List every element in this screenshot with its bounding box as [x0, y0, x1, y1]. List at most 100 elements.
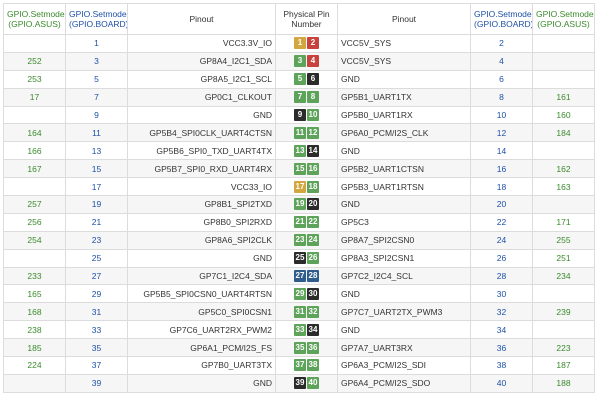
- cell-asus-right: 251: [532, 248, 595, 268]
- table-row: 238 33 GP7C6_UART2RX_PWM2 33 34 GND 34: [3, 320, 595, 340]
- cell-board-right: 2: [470, 34, 533, 53]
- cell-physical-pins: 19 20: [275, 195, 338, 214]
- table-row: 253 5 GP8A5_I2C1_SCL 5 6 GND 6: [3, 69, 595, 89]
- cell-board-right: 16: [470, 159, 533, 179]
- cell-asus-right: 161: [532, 87, 595, 107]
- cell-pinout-right: GND: [337, 69, 471, 89]
- cell-board-left: 5: [65, 69, 128, 89]
- table-row: 9 GND 9 10 GP5B0_UART1RX 10 160: [3, 105, 595, 125]
- cell-board-right: 24: [470, 230, 533, 250]
- physical-pin-badge: 4: [307, 55, 319, 68]
- physical-pin-badge: 29: [294, 287, 306, 300]
- cell-asus-left: 17: [3, 87, 66, 107]
- cell-pinout-left: GP7B0_UART3TX: [127, 356, 276, 375]
- cell-asus-left: 257: [3, 195, 66, 214]
- cell-board-right: 4: [470, 51, 533, 71]
- table-row: 25 GND 25 26 GP8A3_SPI2CSN1 26 251: [3, 248, 595, 268]
- cell-board-right: 40: [470, 373, 533, 393]
- table-row: 165 29 GP5B5_SPI0CSN0_UART4RTSN 29 30 GND 30: [3, 284, 595, 304]
- cell-asus-right: 162: [532, 159, 595, 179]
- cell-physical-pins: 31 32: [275, 302, 338, 322]
- cell-board-left: 3: [65, 51, 128, 71]
- cell-board-left: 19: [65, 195, 128, 214]
- physical-pin-badge: 26: [307, 252, 319, 265]
- physical-pin-badge: 33: [294, 323, 306, 336]
- cell-pinout-left: GP8B1_SPI2TXD: [127, 195, 276, 214]
- cell-board-right: 22: [470, 212, 533, 232]
- cell-pinout-right: GP6A0_PCM/I2S_CLK: [337, 123, 471, 143]
- cell-pinout-right: GND: [337, 320, 471, 340]
- header-board-left: GPIO.Setmode (GPIO.BOARD): [65, 3, 128, 35]
- physical-pin-badge: 11: [294, 126, 306, 139]
- cell-pinout-right: GP5B3_UART1RTSN: [337, 177, 471, 197]
- cell-asus-left: 238: [3, 320, 66, 340]
- cell-physical-pins: 15 16: [275, 159, 338, 179]
- cell-pinout-right: GP5B1_UART1TX: [337, 87, 471, 107]
- cell-pinout-right: GND: [337, 195, 471, 214]
- physical-pin-badge: 37: [294, 359, 306, 372]
- cell-physical-pins: 21 22: [275, 212, 338, 232]
- cell-pinout-right: GP8A3_SPI2CSN1: [337, 248, 471, 268]
- header-asus-left: GPIO.Setmode (GPIO.ASUS): [3, 3, 66, 35]
- cell-pinout-left: GP5B7_SPI0_RXD_UART4RX: [127, 159, 276, 179]
- cell-board-right: 32: [470, 302, 533, 322]
- table-row: 168 31 GP5C0_SPI0CSN1 31 32 GP7C7_UART2TX_PWM…: [3, 302, 595, 322]
- cell-board-right: 28: [470, 266, 533, 286]
- physical-pin-badge: 9: [294, 109, 306, 121]
- cell-board-right: 6: [470, 69, 533, 89]
- physical-pin-badge: 27: [294, 270, 306, 283]
- cell-physical-pins: 17 18: [275, 177, 338, 197]
- cell-asus-right: 234: [532, 266, 595, 286]
- header-asus-right-line2: (GPIO.ASUS): [537, 19, 590, 29]
- table-row: 224 37 GP7B0_UART3TX 37 38 GP6A3_PCM/I2S_SDI 3…: [3, 356, 595, 375]
- physical-pin-badge: 36: [307, 341, 319, 354]
- physical-pin-badge: 25: [294, 252, 306, 265]
- cell-pinout-right: GP7C2_I2C4_SCL: [337, 266, 471, 286]
- cell-board-right: 20: [470, 195, 533, 214]
- cell-pinout-left: GP5C0_SPI0CSN1: [127, 302, 276, 322]
- cell-board-right: 26: [470, 248, 533, 268]
- physical-pin-badge: 2: [307, 37, 319, 50]
- physical-pin-badge: 10: [307, 109, 319, 121]
- gpio-pinout-table: GPIO.Setmode (GPIO.ASUS) GPIO.Setmode (GPI…: [3, 3, 595, 393]
- cell-pinout-right: GND: [337, 284, 471, 304]
- table-row: 164 11 GP5B4_SPI0CLK_UART4CTSN 11 12 GP6A0_PC…: [3, 123, 595, 143]
- cell-asus-left: 167: [3, 159, 66, 179]
- cell-asus-right: [532, 141, 595, 161]
- cell-asus-right: 255: [532, 230, 595, 250]
- cell-pinout-right: GP6A3_PCM/I2S_SDI: [337, 356, 471, 375]
- physical-pin-badge: 8: [307, 91, 319, 104]
- cell-board-right: 10: [470, 105, 533, 125]
- header-row: GPIO.Setmode (GPIO.ASUS) GPIO.Setmode (GPI…: [3, 3, 595, 35]
- cell-asus-right: [532, 51, 595, 71]
- cell-board-left: 9: [65, 105, 128, 125]
- cell-asus-left: [3, 105, 66, 125]
- cell-asus-right: [532, 69, 595, 89]
- cell-board-left: 15: [65, 159, 128, 179]
- cell-board-left: 39: [65, 373, 128, 393]
- table-row: 39 GND 39 40 GP6A4_PCM/I2S_SDO 40 188: [3, 373, 595, 393]
- cell-asus-right: 184: [532, 123, 595, 143]
- physical-pin-badge: 17: [294, 180, 306, 193]
- physical-pin-badge: 34: [307, 323, 319, 336]
- physical-pin-badge: 15: [294, 162, 306, 175]
- cell-asus-right: 187: [532, 356, 595, 375]
- table-row: 17 VCC33_IO 17 18 GP5B3_UART1RTSN 18 163: [3, 177, 595, 197]
- physical-pin-badge: 38: [307, 359, 319, 372]
- cell-board-left: 13: [65, 141, 128, 161]
- cell-board-right: 38: [470, 356, 533, 375]
- cell-physical-pins: 23 24: [275, 230, 338, 250]
- cell-board-right: 30: [470, 284, 533, 304]
- cell-physical-pins: 11 12: [275, 123, 338, 143]
- header-board-left-line2: (GPIO.BOARD): [69, 19, 128, 29]
- cell-board-left: 17: [65, 177, 128, 197]
- header-asus-left-line2: (GPIO.ASUS): [8, 19, 61, 29]
- cell-asus-right: 163: [532, 177, 595, 197]
- cell-asus-right: [532, 34, 595, 53]
- cell-asus-right: 160: [532, 105, 595, 125]
- physical-pin-badge: 21: [294, 216, 306, 229]
- cell-board-left: 23: [65, 230, 128, 250]
- header-physical: Physical Pin Number: [275, 3, 338, 35]
- physical-pin-badge: 19: [294, 198, 306, 211]
